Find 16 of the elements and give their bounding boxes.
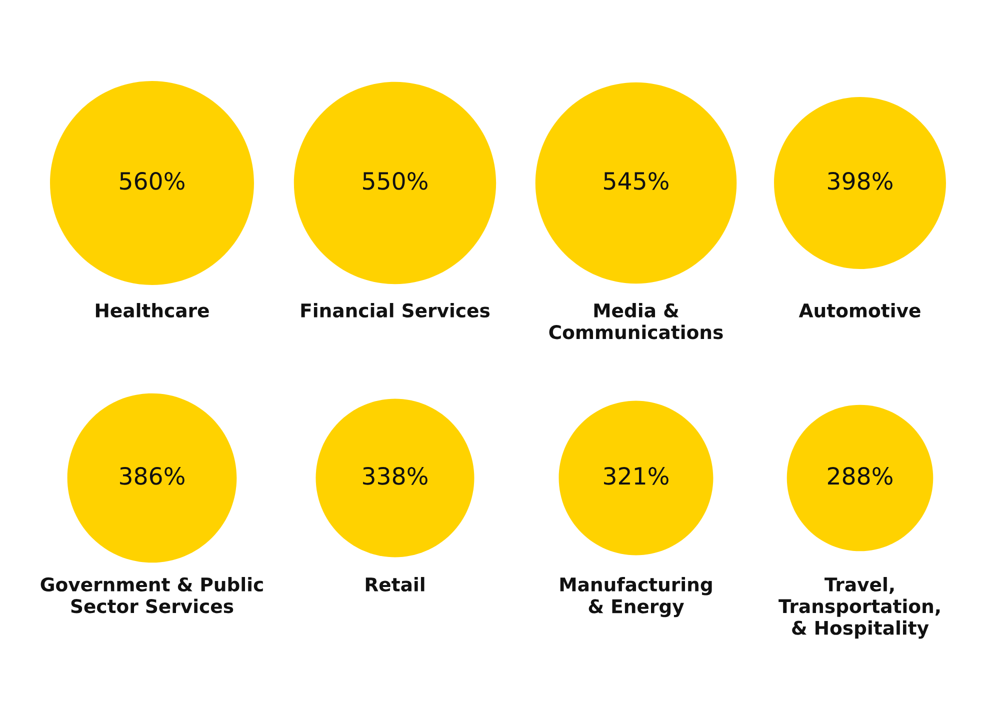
data-label: 321% [604, 466, 668, 485]
category-label: Media & Communications [549, 303, 723, 340]
data-label: 338% [363, 466, 428, 485]
data-label: 560% [120, 172, 184, 190]
category-label: Healthcare [96, 303, 209, 318]
data-label: 386% [120, 466, 184, 485]
category-label: Retail [366, 577, 424, 592]
category-label: Financial Services [301, 303, 490, 318]
category-label: Automotive [798, 303, 920, 318]
data-label: 550% [363, 172, 428, 190]
data-label: 545% [604, 172, 668, 190]
category-label: Travel, Transportation, & Hospitality [778, 577, 940, 639]
data-label: 398% [828, 172, 892, 190]
category-label: Manufacturing & Energy [560, 577, 712, 618]
data-label: 288% [828, 466, 892, 485]
category-label: Government & Public Sector Services [40, 577, 263, 614]
